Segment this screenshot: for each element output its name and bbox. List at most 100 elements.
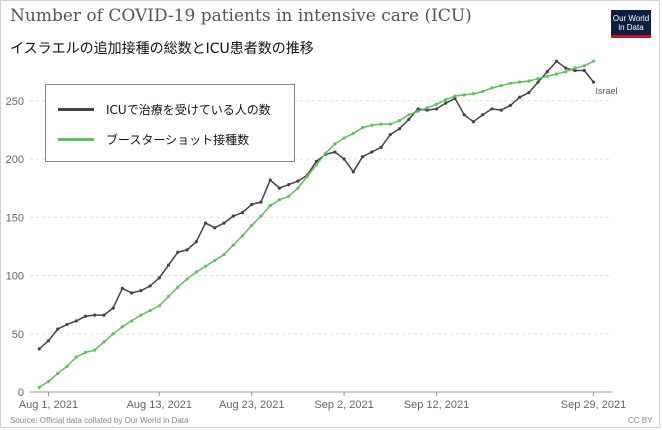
data-point bbox=[231, 214, 235, 218]
data-point bbox=[360, 155, 365, 159]
data-point bbox=[222, 252, 226, 257]
data-point bbox=[56, 327, 60, 331]
data-point bbox=[176, 250, 180, 254]
data-point bbox=[434, 102, 439, 106]
data-point bbox=[130, 291, 134, 295]
data-point bbox=[508, 81, 512, 85]
data-point bbox=[102, 313, 106, 317]
data-point bbox=[370, 123, 374, 127]
legend: ICUで治療を受けている人の数 ブースターショット接種数 bbox=[45, 84, 295, 162]
data-point bbox=[185, 248, 189, 252]
data-point bbox=[545, 70, 549, 74]
data-point bbox=[139, 313, 143, 317]
data-point bbox=[305, 174, 309, 179]
data-point bbox=[554, 59, 559, 63]
data-point bbox=[499, 84, 503, 88]
source-note[interactable]: Source: Official data collated by Our Wo… bbox=[10, 416, 189, 425]
data-point bbox=[397, 127, 402, 131]
data-point bbox=[379, 122, 383, 126]
logo-line-2: in Data bbox=[618, 23, 644, 32]
data-point bbox=[314, 159, 318, 163]
data-point bbox=[407, 113, 411, 117]
data-point bbox=[222, 221, 226, 225]
data-point bbox=[333, 150, 337, 154]
data-point bbox=[518, 80, 522, 84]
data-point bbox=[370, 150, 374, 154]
data-point bbox=[462, 113, 466, 117]
data-point bbox=[102, 340, 106, 344]
data-point bbox=[536, 77, 540, 81]
data-point bbox=[434, 107, 439, 111]
legend-swatch-booster bbox=[58, 137, 94, 141]
data-point bbox=[194, 240, 198, 244]
data-point bbox=[120, 325, 124, 329]
data-point bbox=[139, 289, 143, 293]
data-point bbox=[56, 371, 60, 375]
data-point bbox=[231, 243, 235, 247]
legend-label-booster: ブースターショット接種数 bbox=[106, 132, 250, 147]
data-point bbox=[490, 86, 494, 90]
legend-item-icu[interactable]: ICUで治療を受けている人の数 bbox=[58, 101, 271, 117]
data-point bbox=[591, 59, 596, 63]
data-point bbox=[111, 306, 115, 310]
data-point bbox=[397, 118, 402, 123]
data-point bbox=[508, 103, 512, 108]
data-point bbox=[166, 263, 171, 267]
data-point bbox=[93, 313, 97, 317]
legend-item-booster[interactable]: ブースターショット接種数 bbox=[58, 131, 249, 147]
x-tick-label: Sep 2, 2021 bbox=[314, 399, 373, 411]
data-point bbox=[287, 194, 291, 198]
y-tick-label: 200 bbox=[6, 154, 24, 166]
data-point bbox=[296, 186, 300, 190]
data-point bbox=[388, 132, 392, 137]
data-point bbox=[536, 80, 540, 84]
data-point bbox=[259, 214, 263, 218]
data-point bbox=[379, 145, 383, 149]
data-point bbox=[471, 120, 476, 124]
chart-title: Number of COVID-19 patients in intensive… bbox=[10, 6, 472, 26]
data-point bbox=[351, 131, 355, 135]
data-point bbox=[74, 319, 78, 323]
data-point bbox=[157, 304, 161, 308]
data-point bbox=[277, 186, 282, 190]
data-point bbox=[296, 179, 300, 183]
data-point bbox=[444, 98, 448, 102]
data-point bbox=[573, 68, 577, 73]
data-point bbox=[527, 91, 531, 95]
x-tick-label: Sep 12, 2021 bbox=[404, 399, 469, 411]
data-point bbox=[425, 108, 429, 112]
data-point bbox=[499, 108, 503, 112]
data-point bbox=[351, 170, 355, 174]
data-point bbox=[213, 258, 217, 262]
data-point bbox=[490, 107, 494, 111]
data-point bbox=[591, 80, 596, 84]
owid-logo[interactable]: Our World in Data bbox=[611, 10, 651, 38]
data-point bbox=[444, 101, 448, 105]
data-point bbox=[388, 122, 392, 126]
data-point bbox=[333, 142, 337, 146]
data-point bbox=[83, 314, 88, 318]
data-point bbox=[46, 379, 51, 384]
license-label[interactable]: CC BY bbox=[628, 416, 653, 425]
data-point bbox=[554, 72, 559, 76]
y-tick-label: 250 bbox=[6, 96, 24, 108]
chart-subtitle: イスラエルの追加接種の総数とICU患者数の推移 bbox=[10, 41, 314, 57]
legend-swatch-icu bbox=[58, 107, 94, 111]
data-point bbox=[157, 276, 161, 280]
data-point bbox=[120, 286, 124, 290]
y-tick-label: 100 bbox=[6, 271, 24, 283]
data-point bbox=[166, 294, 171, 299]
data-point bbox=[416, 107, 420, 111]
data-point bbox=[324, 151, 328, 155]
data-point bbox=[360, 125, 365, 130]
legend-label-icu: ICUで治療を受けている人の数 bbox=[106, 102, 271, 117]
data-point bbox=[277, 198, 282, 202]
data-point bbox=[37, 347, 41, 351]
data-point bbox=[240, 211, 245, 215]
data-point bbox=[481, 113, 485, 117]
y-axis-ticks: 0 50 100 150 200 250 bbox=[6, 96, 24, 399]
data-point bbox=[582, 64, 586, 68]
y-tick-label: 150 bbox=[6, 212, 24, 224]
